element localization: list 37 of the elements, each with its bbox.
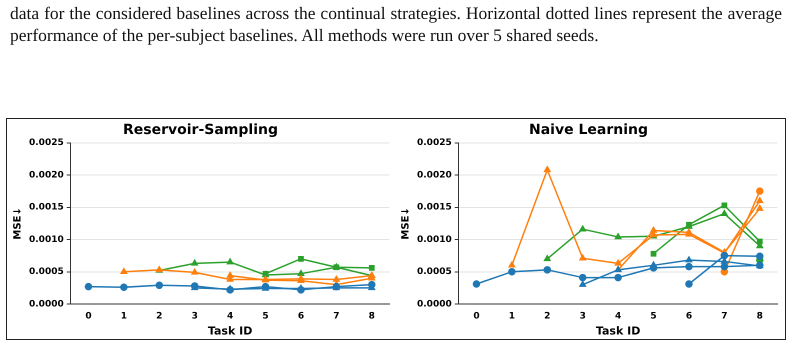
x-tick-label: 8 xyxy=(368,312,375,322)
y-tick-label: 0.0010 xyxy=(28,234,64,245)
y-tick-label: 0.0015 xyxy=(28,202,64,213)
y-tick-label: 0.0005 xyxy=(416,267,452,278)
text: data for the considered baselines across the continual strategies. Horizontal dotted lines represent the average performance of the per-subject baselines. All methods were run over 5 shared seeds. xyxy=(10,2,782,46)
y-tick-label: 0.0025 xyxy=(416,138,452,148)
y-tick-label: 0.0010 xyxy=(416,234,452,245)
x-axis-title: Task ID xyxy=(596,324,640,338)
y-tick-label: 0.0005 xyxy=(28,267,64,278)
y-tick-label: 0.0025 xyxy=(28,138,64,148)
x-tick-label: 6 xyxy=(686,312,692,322)
x-tick-label: 7 xyxy=(333,312,340,322)
x-tick-label: 1 xyxy=(508,312,515,322)
y-axis-title: MSE↓ xyxy=(400,207,412,240)
chart-title: Reservoir-Sampling xyxy=(123,122,278,138)
x-tick-label: 4 xyxy=(614,312,622,322)
x-tick-label: 6 xyxy=(298,312,304,322)
y-tick-label: 0.0015 xyxy=(416,202,452,213)
x-tick-label: 8 xyxy=(756,312,763,322)
x-tick-label: 2 xyxy=(544,312,550,322)
y-tick-label: 0.0020 xyxy=(416,170,452,180)
chart-title: Naive Learning xyxy=(529,122,648,138)
y-tick-label: 0.0000 xyxy=(28,299,64,310)
x-tick-label: 1 xyxy=(120,312,127,322)
y-axis-title: MSE↓ xyxy=(12,207,24,240)
x-tick-label: 3 xyxy=(192,312,198,322)
x-tick-label: 0 xyxy=(85,312,92,322)
x-tick-label: 4 xyxy=(226,312,234,322)
y-tick-label: 0.0020 xyxy=(28,170,64,180)
x-tick-label: 7 xyxy=(721,312,728,322)
x-tick-label: 2 xyxy=(156,312,162,322)
x-tick-label: 5 xyxy=(262,312,269,322)
y-tick-label: 0.0000 xyxy=(416,299,452,310)
x-tick-label: 5 xyxy=(650,312,657,322)
x-tick-label: 0 xyxy=(473,312,480,322)
x-axis-title: Task ID xyxy=(208,324,252,338)
x-tick-label: 3 xyxy=(580,312,586,322)
